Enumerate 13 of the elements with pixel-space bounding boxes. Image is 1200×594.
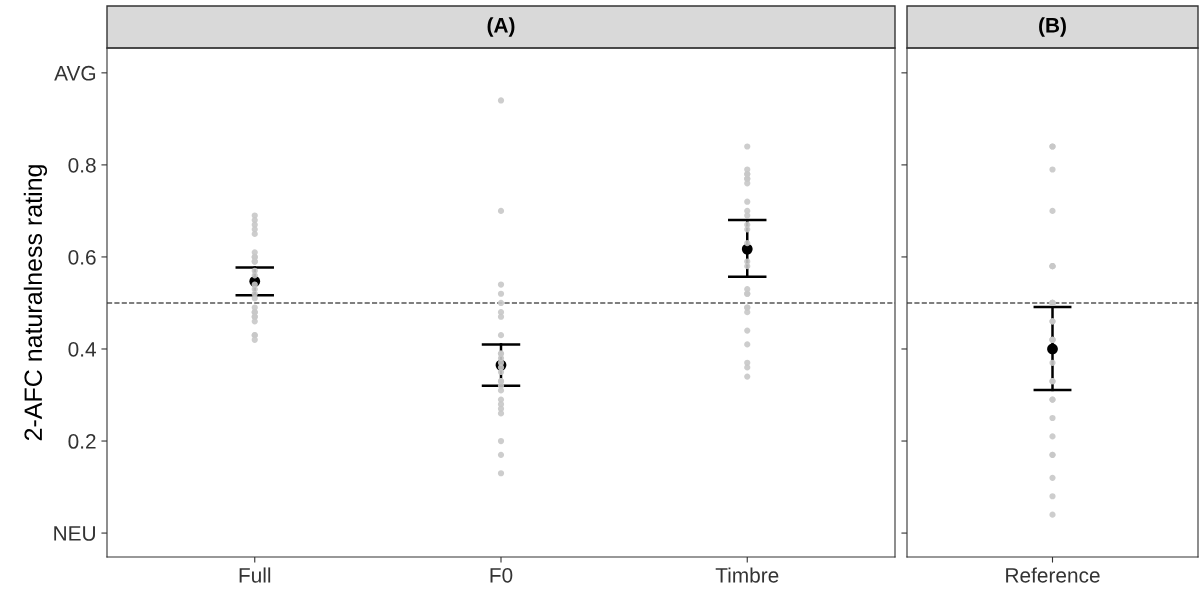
y-tick-label: 0.8: [68, 157, 96, 173]
x-tick-label: Reference: [1006, 567, 1100, 583]
x-tick-label: Timbre: [715, 567, 779, 583]
y-axis-title: 2-AFC naturalness rating: [23, 165, 48, 441]
y-tick-label: AVG: [54, 65, 96, 81]
y-tick-label: 0.6: [68, 249, 96, 265]
chart-title: (B): [1039, 17, 1066, 37]
chart-title: (A): [487, 17, 515, 37]
y-tick-label: NEU: [54, 526, 95, 541]
x-tick-label: Full: [239, 567, 271, 583]
y-tick-label: 0.2: [68, 434, 96, 449]
y-tick-label: 0.4: [68, 341, 96, 357]
x-tick-label: F0: [490, 567, 513, 583]
